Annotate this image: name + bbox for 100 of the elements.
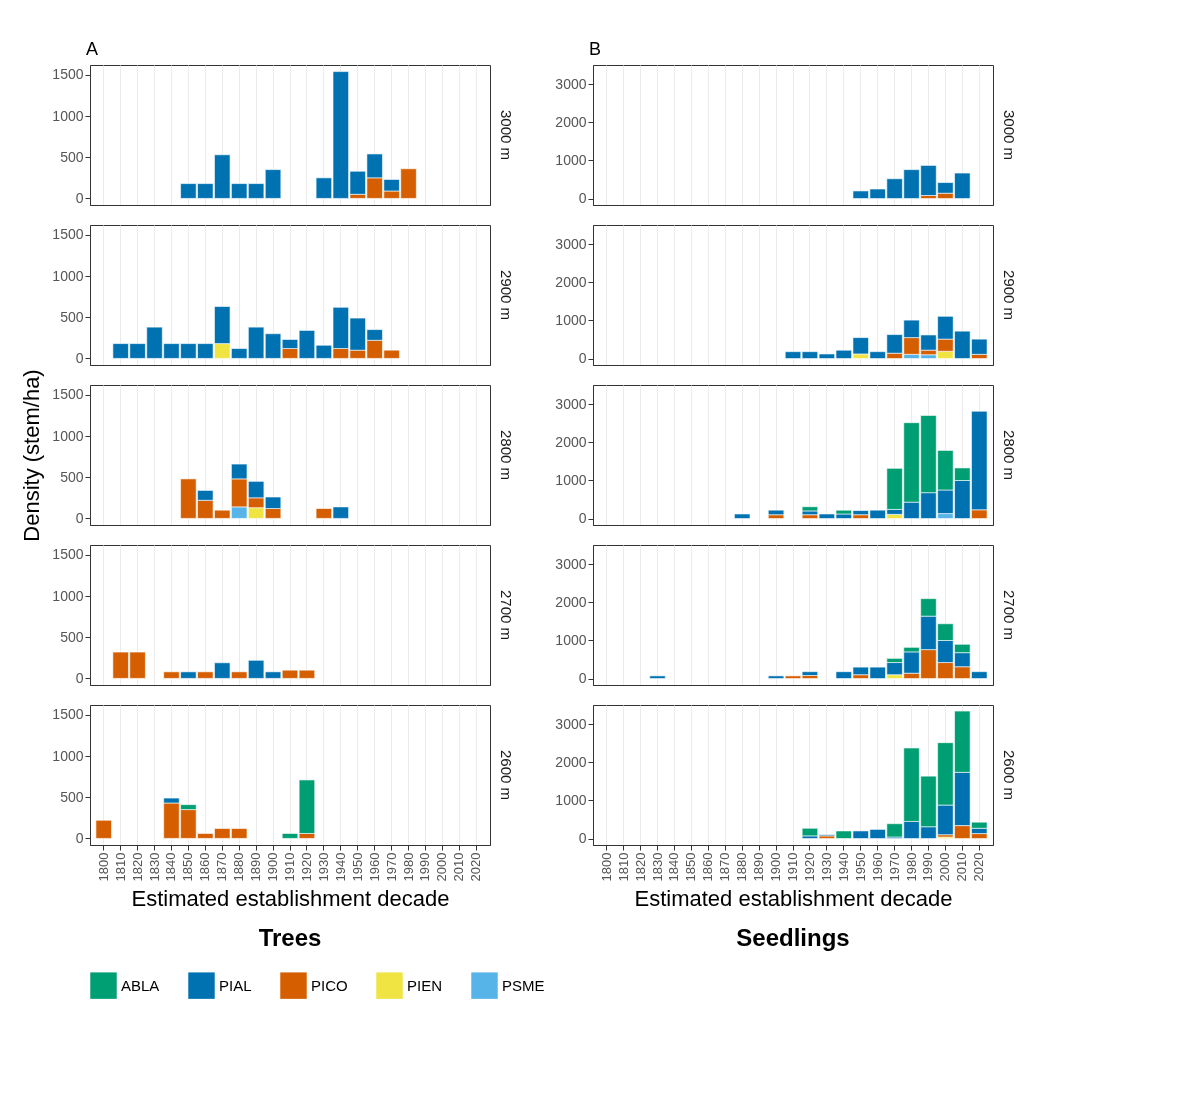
y-tick-label: 0 bbox=[75, 189, 84, 206]
text: 2600 m bbox=[498, 749, 515, 801]
text: B bbox=[589, 39, 602, 59]
text: 2800 m bbox=[1001, 429, 1018, 481]
y-tick-label: 1500 bbox=[52, 226, 84, 243]
x-axis-title: Estimated establishment decade bbox=[131, 886, 450, 912]
x-tick-label: 1820 bbox=[129, 852, 145, 882]
x-tick-label: 2010 bbox=[954, 852, 970, 882]
text: 2700 m bbox=[498, 589, 515, 641]
x-tick-label: 1960 bbox=[869, 852, 885, 882]
x-tick-label: 1850 bbox=[180, 852, 196, 882]
text: 3000 m bbox=[498, 109, 515, 161]
y-tick-label: 2000 bbox=[555, 593, 587, 610]
x-tick-label: 2010 bbox=[451, 852, 467, 882]
y-tick-label: 2000 bbox=[555, 753, 587, 770]
x-tick-label: 1970 bbox=[383, 852, 399, 882]
x-tick-label: 1830 bbox=[146, 852, 162, 882]
x-tick-label: 1810 bbox=[615, 852, 631, 882]
y-tick-label: 0 bbox=[578, 830, 587, 847]
text: Seedlings bbox=[736, 924, 850, 951]
y-tick-label: 1000 bbox=[52, 107, 84, 124]
y-tick-label: 1000 bbox=[52, 587, 84, 604]
x-tick-label: 1810 bbox=[112, 852, 128, 882]
x-tick-label: 1910 bbox=[282, 852, 297, 882]
x-tick-label: 1870 bbox=[717, 852, 733, 882]
y-tick-label: 2000 bbox=[555, 113, 587, 130]
x-tick-label: 1860 bbox=[197, 852, 213, 882]
x-tick-label: 1980 bbox=[903, 852, 919, 882]
x-tick-label: 1820 bbox=[632, 852, 648, 882]
y-tick-label: 1000 bbox=[555, 311, 587, 328]
y-tick-label: 500 bbox=[60, 468, 84, 485]
text: Trees bbox=[258, 924, 322, 951]
y-tick-label: 1000 bbox=[555, 631, 587, 648]
y-tick-label: 1000 bbox=[555, 151, 587, 168]
x-tick-label: 1870 bbox=[214, 852, 230, 882]
x-tick-label: 1980 bbox=[400, 852, 416, 882]
x-tick-label: 1850 bbox=[683, 852, 699, 882]
y-tick-label: 0 bbox=[75, 349, 84, 366]
y-tick-label: 3000 bbox=[555, 555, 587, 572]
y-tick-label: 1000 bbox=[52, 427, 84, 444]
x-tick-label: 1900 bbox=[265, 852, 281, 882]
text: 2900 m bbox=[1001, 269, 1018, 321]
x-tick-label: 1800 bbox=[598, 852, 614, 882]
x-tick-label: 1990 bbox=[417, 852, 433, 882]
y-tick-label: 1000 bbox=[555, 471, 587, 488]
x-tick-label: 1890 bbox=[248, 852, 264, 882]
y-tick-label: 0 bbox=[578, 350, 587, 367]
x-tick-label: 1930 bbox=[315, 852, 331, 882]
x-tick-label: 1940 bbox=[835, 852, 851, 882]
y-tick-label: 2000 bbox=[555, 273, 587, 290]
legend-label: PIAL bbox=[219, 976, 252, 994]
y-tick-label: 0 bbox=[578, 510, 587, 527]
y-tick-label: 0 bbox=[75, 509, 84, 526]
y-tick-label: 1500 bbox=[52, 546, 84, 563]
x-tick-label: 1880 bbox=[734, 852, 750, 882]
x-tick-label: 1860 bbox=[700, 852, 716, 882]
x-tick-label: 1950 bbox=[852, 852, 868, 882]
x-tick-label: 1930 bbox=[818, 852, 834, 882]
y-tick-label: 1500 bbox=[52, 66, 84, 83]
x-tick-label: 2000 bbox=[937, 852, 953, 882]
text: 2700 m bbox=[1001, 589, 1018, 641]
text: 2900 m bbox=[498, 269, 515, 321]
x-tick-label: 1900 bbox=[768, 852, 784, 882]
x-tick-label: 1880 bbox=[231, 852, 247, 882]
y-axis-title: Density (stem/ha) bbox=[19, 369, 45, 542]
y-tick-label: 0 bbox=[578, 670, 587, 687]
text: 2600 m bbox=[1001, 749, 1018, 801]
y-tick-label: 500 bbox=[60, 148, 84, 165]
x-tick-label: 1960 bbox=[366, 852, 382, 882]
y-tick-label: 500 bbox=[60, 628, 84, 645]
x-tick-label: 1970 bbox=[886, 852, 902, 882]
x-tick-label: 1950 bbox=[349, 852, 365, 882]
y-tick-label: 500 bbox=[60, 308, 84, 325]
text: A bbox=[86, 39, 99, 59]
y-tick-label: 500 bbox=[60, 788, 84, 805]
y-tick-label: 3000 bbox=[555, 235, 587, 252]
y-tick-label: 0 bbox=[578, 190, 587, 207]
x-tick-label: 2020 bbox=[468, 852, 484, 882]
legend-label: PIEN bbox=[407, 976, 443, 994]
x-tick-label: 1920 bbox=[298, 852, 314, 882]
x-tick-label: 1800 bbox=[95, 852, 111, 882]
y-tick-label: 3000 bbox=[555, 75, 587, 92]
y-tick-label: 1000 bbox=[555, 791, 587, 808]
y-tick-label: 1000 bbox=[52, 267, 84, 284]
x-tick-label: 1830 bbox=[649, 852, 665, 882]
x-tick-label: 1840 bbox=[666, 852, 682, 882]
x-tick-label: 1890 bbox=[751, 852, 767, 882]
x-tick-label: 1920 bbox=[801, 852, 817, 882]
legend-label: ABLA bbox=[121, 976, 160, 994]
y-tick-label: 2000 bbox=[555, 433, 587, 450]
legend-label: PICO bbox=[311, 976, 348, 994]
x-tick-label: 1840 bbox=[163, 852, 179, 882]
y-tick-label: 1500 bbox=[52, 706, 84, 723]
y-tick-label: 3000 bbox=[555, 395, 587, 412]
x-tick-label: 2000 bbox=[434, 852, 450, 882]
y-tick-label: 0 bbox=[75, 829, 84, 846]
text: 3000 m bbox=[1001, 109, 1018, 161]
x-tick-label: 2020 bbox=[971, 852, 987, 882]
y-tick-label: 1000 bbox=[52, 747, 84, 764]
y-tick-label: 1500 bbox=[52, 386, 84, 403]
